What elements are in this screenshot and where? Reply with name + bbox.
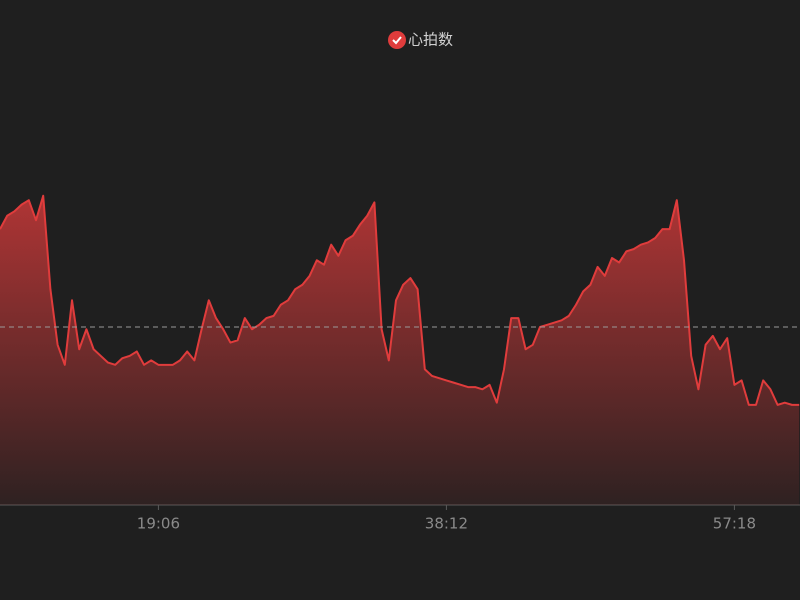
legend-icon — [388, 31, 406, 49]
legend-item[interactable]: 心拍数 — [388, 31, 453, 50]
area — [0, 195, 800, 505]
x-tick-label: 19:06 — [137, 515, 180, 533]
x-tick-label: 57:18 — [713, 515, 756, 533]
x-tick-label: 38:12 — [425, 515, 468, 533]
legend-check — [392, 36, 402, 45]
line — [0, 194, 800, 406]
legend-label: 心拍数 — [408, 31, 453, 49]
